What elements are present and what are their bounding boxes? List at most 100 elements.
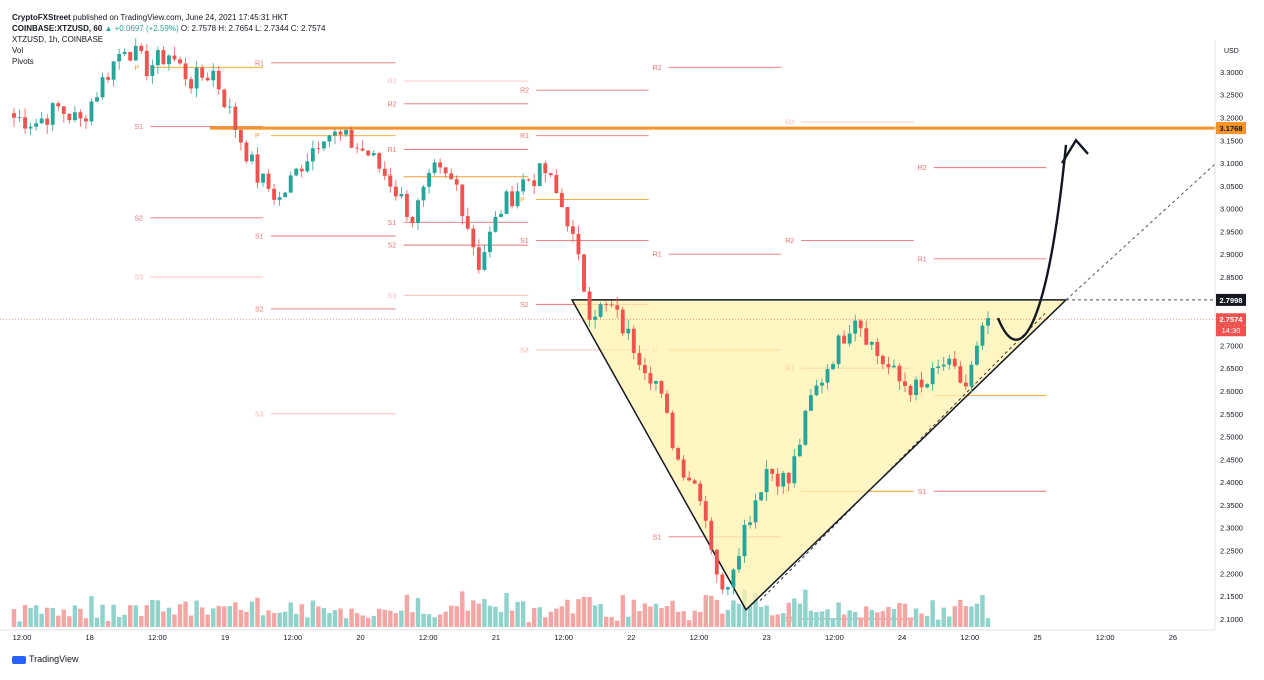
volume-bar [316,606,321,627]
volume-bar [841,614,847,627]
candle-body [443,167,448,174]
candle-body [582,254,586,292]
candle-body [454,179,459,185]
candles[interactable] [12,38,990,596]
volume-bar [161,611,166,627]
volume-bar [581,596,587,627]
candle-body [587,291,592,320]
volume-bar [216,605,221,627]
volume-bar [886,606,891,627]
volume-bar [39,613,44,627]
candle-body [825,369,830,383]
price-tick-label: 2.9000 [1220,250,1243,259]
pivot-label: S1 [653,534,662,541]
time-axis[interactable]: 12:00 18 12:00 19 12:00 20 12:00 21 12:00 22 12:00… [0,629,1215,642]
candle-body [654,381,658,384]
price-tick-label: 2.5000 [1220,433,1243,442]
volume-bar [764,605,769,627]
candle-body [604,304,609,306]
legend-title[interactable]: XTZUSD, 1h, COINBASE [12,35,104,44]
candle-body [543,163,548,174]
volume-bar [260,615,266,627]
volume-bar [498,612,504,627]
pivot-label: S1 [388,220,397,227]
ohlc-values: O: 2.7578 H: 2.7654 L: 2.7344 C: 2.7574 [180,24,326,33]
volume-bar [448,605,454,627]
volume-bar [78,608,83,627]
candle-body [554,175,559,193]
price-tick-label: 2.9500 [1220,227,1243,236]
symbol-line: COINBASE:XTZUSD, 60 ▲ +0.0697 (+2.59%) O… [12,23,325,34]
price-tick-label: 3.0500 [1220,182,1243,191]
triangle-pattern [570,299,1068,611]
candle-body [487,231,492,253]
candle-body [714,549,719,575]
volume-bar [504,593,509,627]
time-tick-label: 23 [763,633,771,642]
candle-body [349,129,354,148]
tradingview-branding[interactable]: TradingView [12,654,79,664]
volume-bar [515,601,520,627]
volume-bar [753,593,758,627]
volume-bar [648,606,653,627]
candle-body [366,150,371,156]
price-tick-label: 3.1500 [1220,136,1243,145]
volume-bar [969,606,974,627]
volume-bar [33,605,39,627]
price-tick-label: 2.6500 [1220,364,1243,373]
time-tick-label: 12:00 [554,633,573,642]
volume-bar [875,612,880,627]
volume-bar [681,611,686,627]
volume-bar [891,609,897,627]
price-tick-label: 2.4500 [1220,455,1243,464]
volume-bar [17,621,22,627]
candle-body [111,61,116,80]
candle-body [631,328,636,353]
candle-body [377,153,382,169]
candle-body [421,186,426,201]
volume-bar [266,610,271,627]
volume-bar [603,616,609,627]
volume-bar [714,599,720,627]
volume-bar [565,599,570,627]
volume-bar [908,617,913,627]
candle-body [958,366,963,383]
volume-bar [437,614,443,627]
indicator-vol[interactable]: Vol [12,46,24,55]
candle-body [936,366,941,369]
candle-body [205,77,210,81]
candle-body [626,328,631,334]
volume-bar [902,603,908,627]
candle-body [515,191,520,207]
candle-body [609,304,614,306]
candle-body [526,179,531,181]
candle-body [836,335,841,365]
candle-body [393,186,398,197]
volume-bar [271,613,277,627]
volume-bar [288,602,293,627]
volume-bar [758,607,764,627]
price-label-box [1216,122,1246,135]
candle-body [665,393,669,413]
countdown-text: 14:30 [1222,326,1241,335]
candle-body [89,101,94,122]
volume-bar [183,601,188,627]
time-tick-label: 12:00 [690,633,709,642]
volume-bar [349,608,354,627]
volume-bar [67,616,72,627]
volume-bar [985,618,991,627]
candle-body [255,154,260,183]
candle-body [532,180,537,187]
volume-bar [305,617,310,627]
indicator-pivots[interactable]: Pivots [12,57,34,66]
pivot-label: S2 [255,306,264,313]
candle-body [78,112,83,119]
volume-bar [199,607,205,627]
candle-body [748,522,752,525]
candle-body [925,384,930,388]
candle-body [986,318,990,326]
time-tick-label: 12:00 [960,633,979,642]
price-label-text: 3.1768 [1220,124,1243,133]
candle-body [388,175,393,187]
